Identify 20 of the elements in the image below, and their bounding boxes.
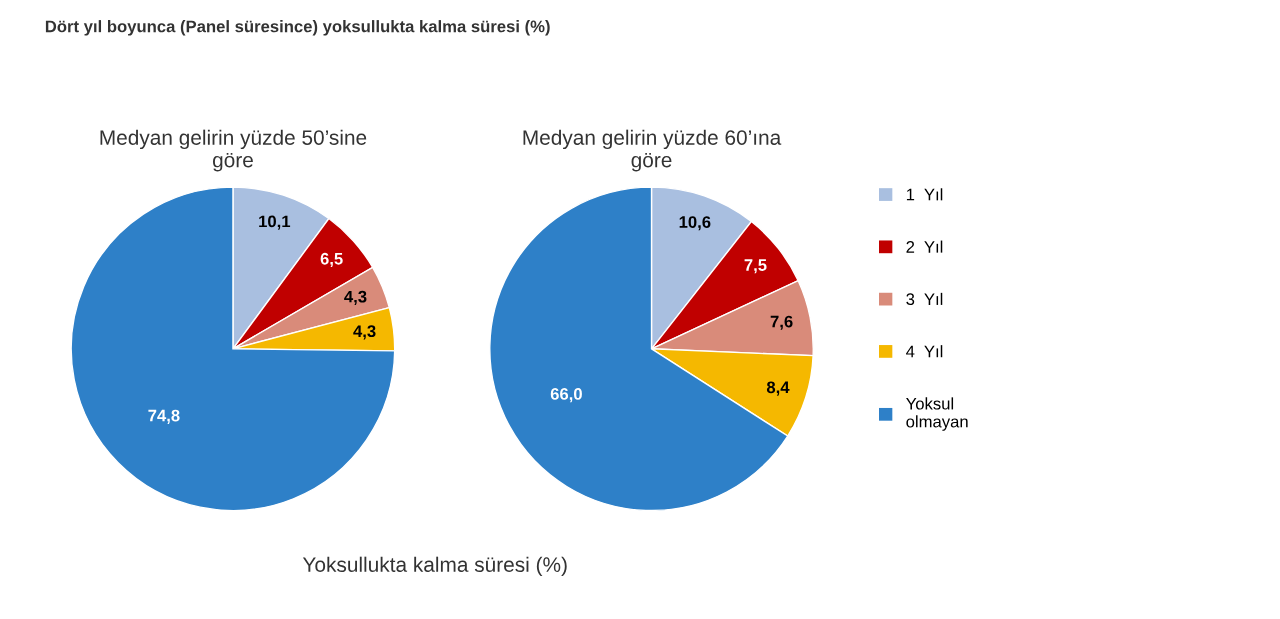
data-label: 6,5 (320, 252, 343, 268)
legend-label: 2 Yıl (906, 240, 943, 253)
legend-label: 1 Yıl (906, 188, 943, 201)
data-label: 74,8 (148, 409, 180, 424)
legend-label: 3 Yıl (906, 292, 943, 306)
data-label: 66,0 (550, 388, 582, 403)
data-label: 4,3 (344, 290, 367, 305)
legend-label: 4 Yıl (906, 345, 943, 358)
data-label: 4,3 (353, 325, 376, 340)
data-label: 10,6 (679, 216, 711, 231)
chart-title: Medyan gelirin yüzde 60’ına göre (523, 129, 782, 172)
data-label: 7,5 (744, 259, 767, 274)
data-label: 8,4 (766, 381, 790, 396)
legend-label: Yoksul olmayan (906, 397, 968, 431)
pie-slice (70, 186, 396, 512)
text: Dört yıl boyunca (Panel süresince) yoksullukta kalma süresi (%) (45, 20, 550, 36)
chart-title: Medyan gelirin yüzde 50’sine göre (100, 129, 367, 172)
data-label: 7,6 (770, 315, 793, 330)
data-label: 10,1 (259, 215, 291, 230)
text: Yoksullukta kalma süresi (%) (302, 556, 567, 577)
